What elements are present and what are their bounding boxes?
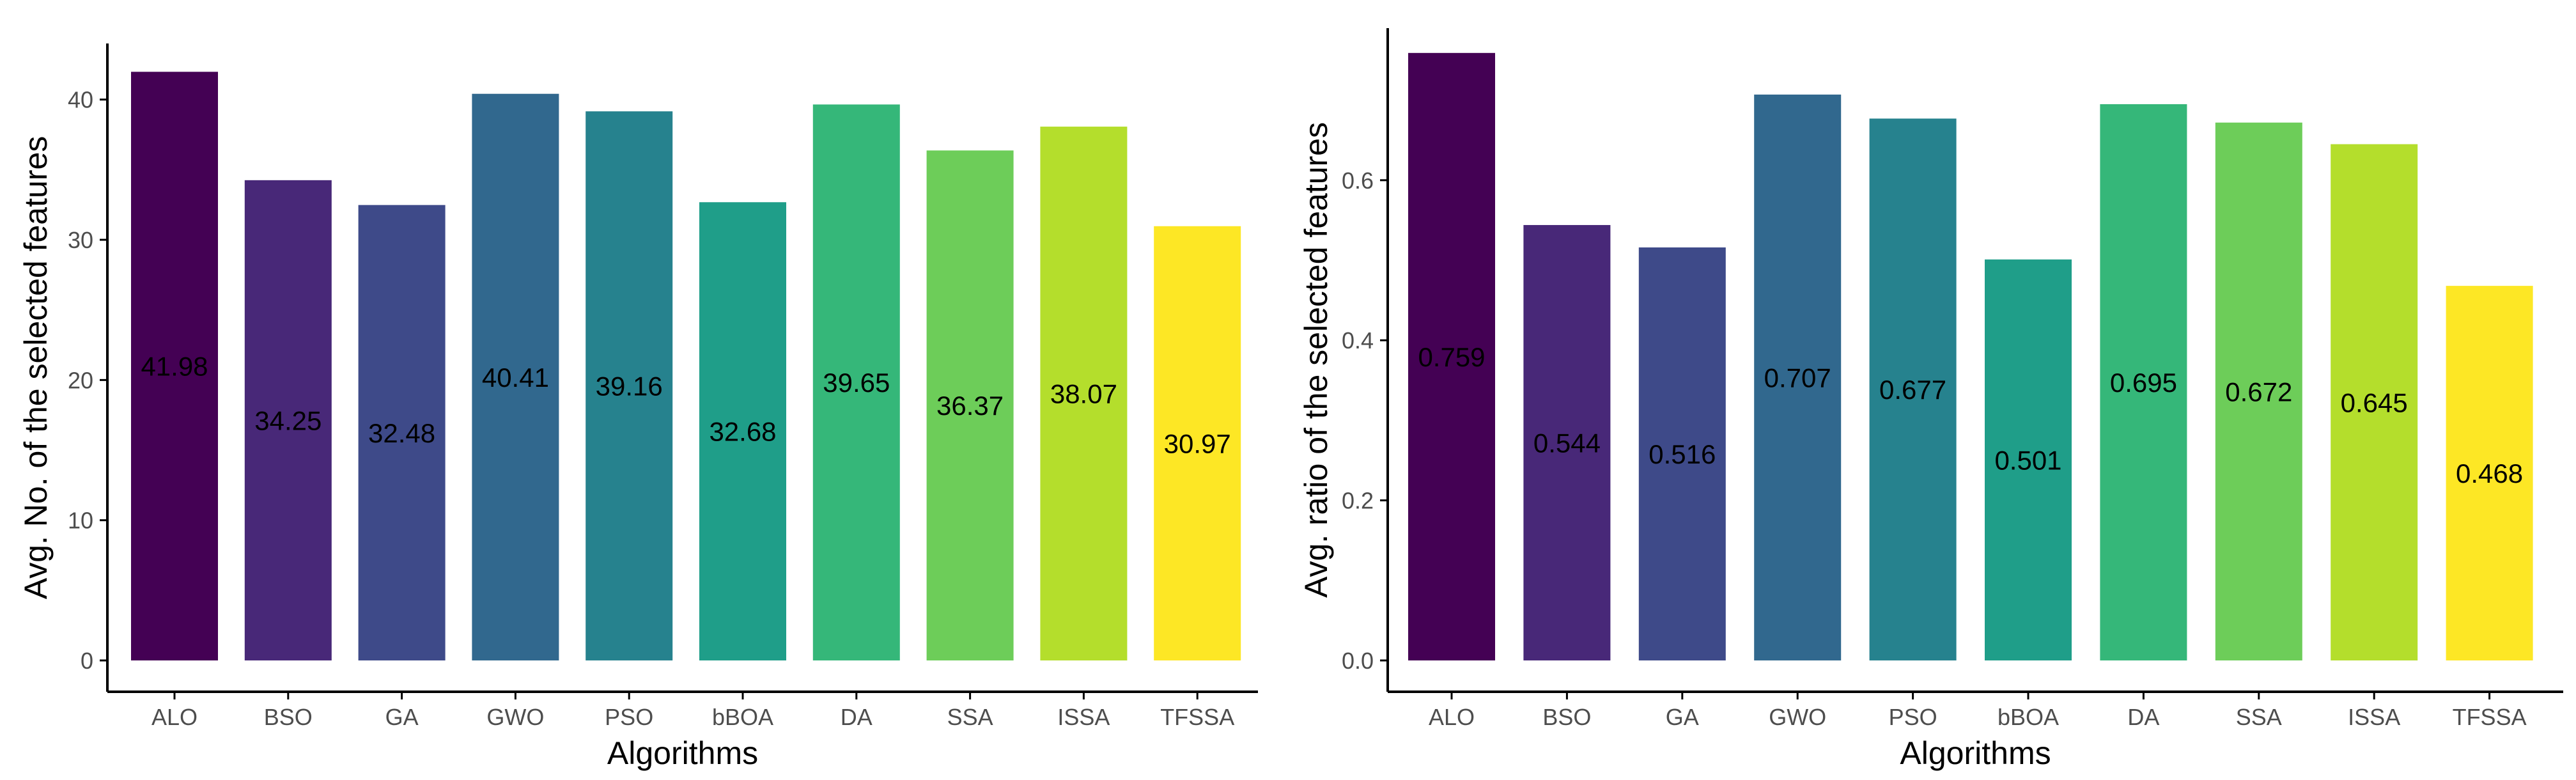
x-tick-label: GA bbox=[385, 704, 419, 730]
bar-gwo bbox=[472, 93, 559, 660]
x-axis-title: Algorithms bbox=[1900, 735, 2051, 771]
data-label: 34.25 bbox=[254, 405, 322, 435]
x-tick-label: DA bbox=[2127, 704, 2159, 730]
x-tick-label: PSO bbox=[1889, 704, 1937, 730]
x-tick-label: BSO bbox=[1542, 704, 1591, 730]
y-axis-title: Avg. No. of the selected features bbox=[18, 136, 54, 600]
y-tick-label: 30 bbox=[68, 227, 93, 253]
x-tick-label: bBOA bbox=[1998, 704, 2059, 730]
x-tick-label: TFSSA bbox=[1160, 704, 1234, 730]
right-bar-chart: 0.0 0.2 0.4 0.6 0.759 ALO 0.544 BSO 0.516 GA 0.707… bbox=[1298, 28, 2563, 771]
bar-issa bbox=[1040, 127, 1128, 661]
data-label: 0.677 bbox=[1879, 375, 1946, 405]
x-tick-label: GA bbox=[1666, 704, 1699, 730]
x-tick-label: ISSA bbox=[1057, 704, 1110, 730]
data-label: 40.41 bbox=[482, 363, 549, 393]
bar-da bbox=[2100, 104, 2187, 661]
bar-ssa bbox=[926, 150, 1014, 660]
bar-ga bbox=[358, 205, 446, 660]
data-label: 0.516 bbox=[1649, 439, 1716, 469]
left-bar-chart: 0 10 20 30 40 41.98 ALO 34.25 BSO 32.48 GA 40.41 GWO… bbox=[18, 43, 1258, 771]
data-label: 0.544 bbox=[1533, 428, 1601, 458]
data-label: 0.468 bbox=[2456, 458, 2523, 488]
data-label: 36.37 bbox=[936, 391, 1004, 421]
x-tick-label: GWO bbox=[486, 704, 544, 730]
data-label: 0.695 bbox=[2110, 368, 2177, 398]
bar-bboa bbox=[699, 202, 786, 660]
data-label: 0.672 bbox=[2225, 377, 2292, 407]
bar-gwo bbox=[1754, 94, 1842, 660]
bar-pso bbox=[586, 111, 673, 660]
data-label: 39.16 bbox=[596, 371, 663, 402]
bar-bboa bbox=[1985, 259, 2072, 661]
y-tick-label: 0.2 bbox=[1342, 488, 1374, 514]
x-tick-label: DA bbox=[841, 704, 873, 730]
data-label: 30.97 bbox=[1164, 428, 1231, 458]
x-tick-label: TFSSA bbox=[2453, 704, 2527, 730]
data-label: 0.759 bbox=[1418, 342, 1485, 372]
y-tick-label: 10 bbox=[68, 508, 93, 534]
bar-ga bbox=[1638, 247, 1726, 660]
bar-tfssa bbox=[1154, 226, 1241, 660]
bar-bso bbox=[244, 180, 332, 661]
x-tick-label: SSA bbox=[2236, 704, 2282, 730]
data-label: 0.645 bbox=[2341, 387, 2408, 417]
data-label: 0.501 bbox=[1994, 445, 2061, 475]
data-label: 32.68 bbox=[709, 417, 776, 447]
y-tick-label: 0 bbox=[81, 648, 93, 674]
x-tick-label: ISSA bbox=[2348, 704, 2400, 730]
y-tick-label: 0.0 bbox=[1342, 648, 1374, 674]
bar-da bbox=[812, 104, 900, 660]
data-label: 32.48 bbox=[368, 418, 435, 448]
y-tick-label: 0.4 bbox=[1342, 327, 1374, 354]
bar-ssa bbox=[2215, 122, 2302, 660]
data-label: 39.65 bbox=[823, 368, 890, 398]
data-label: 38.07 bbox=[1050, 379, 1117, 409]
bar-issa bbox=[2331, 144, 2418, 660]
y-axis-title: Avg. ratio of the selected features bbox=[1298, 122, 1334, 598]
x-tick-label: PSO bbox=[605, 704, 653, 730]
x-tick-label: ALO bbox=[151, 704, 198, 730]
bar-bso bbox=[1523, 224, 1611, 660]
bar-alo bbox=[1408, 52, 1495, 661]
bar-tfssa bbox=[2446, 286, 2533, 660]
x-tick-label: GWO bbox=[1769, 704, 1826, 730]
x-tick-label: ALO bbox=[1429, 704, 1475, 730]
y-tick-label: 20 bbox=[68, 367, 93, 393]
x-axis-title: Algorithms bbox=[607, 735, 758, 771]
x-tick-label: bBOA bbox=[712, 704, 773, 730]
x-tick-label: SSA bbox=[947, 704, 993, 730]
y-tick-label: 0.6 bbox=[1342, 168, 1374, 194]
y-tick-label: 40 bbox=[68, 87, 93, 113]
bar-pso bbox=[1869, 118, 1957, 661]
data-label: 0.707 bbox=[1764, 363, 1831, 393]
x-tick-label: BSO bbox=[264, 704, 313, 730]
bar-alo bbox=[131, 72, 218, 661]
data-label: 41.98 bbox=[141, 352, 208, 382]
